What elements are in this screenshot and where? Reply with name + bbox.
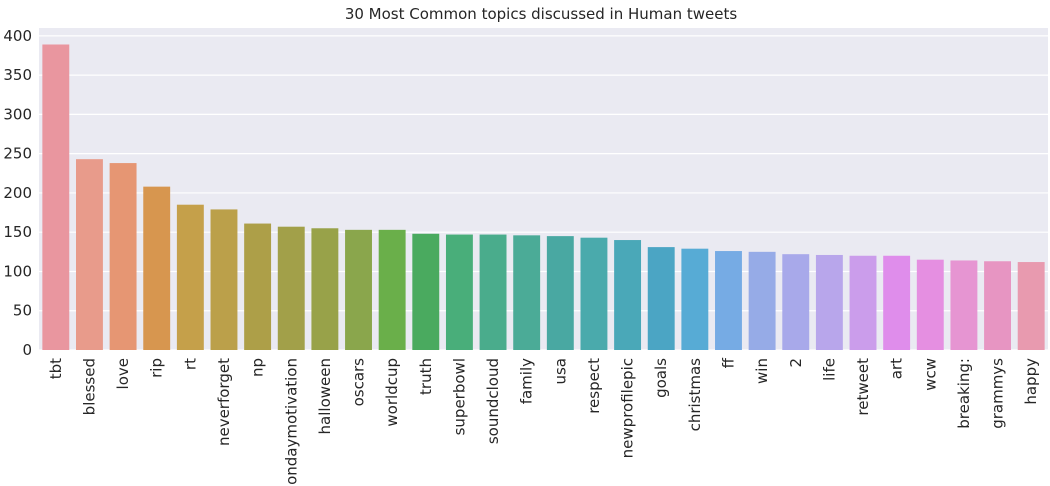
bar [277,226,305,350]
bar [378,229,406,350]
bar [647,247,675,350]
bar [916,259,944,350]
bar [984,261,1012,350]
bar [42,44,70,351]
x-tick-label: goals [652,358,670,398]
x-tick-label: win [753,358,771,384]
x-tick-label: rip [148,358,166,378]
bar [311,228,339,350]
y-tick-label: 150 [3,223,32,241]
bar [580,237,608,350]
x-tick-label: tbt [47,358,65,379]
y-tick-label: 300 [3,105,32,123]
x-tick-label: christmas [686,358,704,432]
x-tick-label: family [518,358,536,404]
x-tick-label: newprofilepic [619,358,637,458]
bar [681,248,709,350]
y-tick-label: 400 [3,27,32,45]
bar [244,223,272,350]
x-tick-label: mondaymotivation [282,358,300,486]
bar [782,254,810,350]
x-tick-label: art [888,358,906,379]
bar [412,233,440,350]
x-tick-label: halloween [316,358,334,434]
x-tick-label: truth [417,358,435,395]
y-tick-label: 0 [22,341,32,359]
bar [715,251,742,350]
y-tick-label: 200 [3,184,32,202]
x-tick-label: soundcloud [484,358,502,444]
x-tick-label: wcw [921,358,939,391]
bar [345,229,372,350]
x-tick-label: breaking: [955,358,973,429]
bar [445,234,473,350]
y-tick-label: 50 [13,302,32,320]
bar [950,260,978,350]
y-tick-label: 350 [3,66,32,84]
x-tick-label: usa [551,358,569,385]
bar [546,236,574,350]
bar [210,209,238,350]
plot-background [39,28,1048,350]
x-tick-label: superbowl [450,358,468,435]
x-tick-label: oscars [350,358,368,407]
y-tick-label: 250 [3,145,32,163]
x-tick-label: love [114,358,132,389]
x-tick-label: rt [181,358,199,370]
x-tick-label: blessed [80,358,98,415]
x-tick-label: neverforget [215,358,233,446]
x-tick-label: happy [1022,358,1040,405]
x-tick-label: worldcup [383,358,401,427]
x-tick-label: life [820,358,838,381]
bar [883,255,911,350]
x-tick-label: grammys [989,358,1007,429]
x-tick-label: 2 [787,358,805,368]
bar [109,163,137,350]
bar [75,159,103,350]
x-tick-label: retweet [854,358,872,416]
bar [143,186,171,350]
chart-title: 30 Most Common topics discussed in Human… [345,5,738,23]
x-tick-label: ff [719,357,737,368]
bar [815,254,843,350]
bar [1017,262,1045,350]
bar [513,235,541,350]
bar [176,204,204,350]
x-tick-label: np [249,358,267,377]
bar [614,240,642,350]
y-tick-label: 100 [3,262,32,280]
bar [849,255,877,350]
x-tick-label: respect [585,358,603,414]
bar [479,234,507,350]
bar [748,251,776,350]
